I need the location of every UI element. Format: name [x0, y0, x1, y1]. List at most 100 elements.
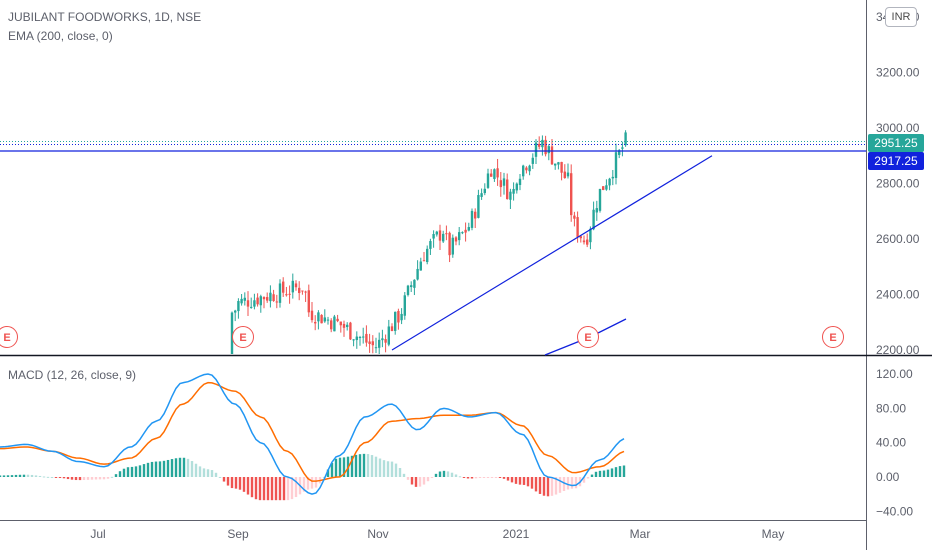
earnings-event-marker[interactable]: E	[577, 326, 599, 348]
candle-body	[406, 285, 410, 295]
histogram-bar	[178, 457, 182, 477]
histogram-bar	[506, 477, 510, 481]
ema-legend[interactable]: EMA (200, close, 0)	[8, 29, 113, 43]
candle-body	[294, 283, 298, 288]
histogram-bar	[254, 477, 258, 500]
histogram-bar	[534, 477, 538, 492]
histogram-bar	[38, 475, 42, 477]
candle-body	[349, 322, 352, 340]
price-axis[interactable]: 3400.003200.003000.002800.002600.002400.…	[876, 10, 920, 357]
histogram-bar	[114, 474, 118, 477]
histogram-bar	[0, 475, 2, 477]
candle-body	[464, 229, 467, 233]
price-pane[interactable]	[0, 130, 866, 356]
histogram-bar	[22, 474, 26, 477]
candle-body	[579, 236, 582, 239]
histogram-bar	[246, 477, 250, 495]
histogram-bar	[434, 473, 438, 477]
candle-body	[355, 336, 358, 341]
macd-pane[interactable]	[0, 373, 626, 501]
histogram-bar	[570, 477, 574, 489]
candle-body	[547, 146, 550, 154]
candle-body	[602, 186, 605, 190]
candle-body	[368, 341, 371, 344]
candle-body	[448, 232, 451, 256]
earnings-event-marker[interactable]: E	[232, 326, 254, 348]
candle-body	[390, 326, 394, 331]
histogram-bar	[566, 477, 570, 490]
histogram-bar	[294, 477, 298, 498]
candle-body	[432, 234, 435, 239]
histogram-bar	[102, 477, 106, 480]
candle-body	[573, 215, 576, 219]
histogram-bar	[66, 477, 70, 480]
candle-body	[550, 146, 554, 165]
histogram-bar	[562, 477, 566, 491]
candle-body	[259, 296, 262, 306]
histogram-bar	[186, 458, 190, 477]
histogram-bar	[234, 477, 238, 489]
histogram-bar	[94, 477, 98, 480]
candle-body	[262, 297, 266, 300]
candle-body	[410, 285, 413, 288]
histogram-bar	[30, 474, 34, 477]
candle-body	[538, 143, 541, 147]
candle-body	[486, 173, 490, 188]
histogram-bar	[466, 477, 470, 479]
candle-body	[467, 227, 470, 231]
candle-body	[362, 336, 365, 338]
histogram-bar	[270, 477, 274, 501]
macd-axis-label: 80.00	[876, 401, 906, 415]
symbol-legend[interactable]: JUBILANT FOODWORKS, 1D, NSE	[8, 10, 202, 24]
histogram-bar	[42, 476, 46, 478]
candle-body	[397, 310, 400, 323]
histogram-bar	[606, 469, 610, 477]
histogram-bar	[422, 477, 426, 485]
candle-body	[509, 191, 512, 200]
histogram-bar	[278, 477, 282, 501]
candle-body	[493, 169, 496, 179]
earnings-event-marker[interactable]: E	[0, 326, 18, 348]
candle-body	[618, 150, 621, 155]
histogram-bar	[494, 477, 498, 478]
price-axis-label: 3000.00	[876, 121, 920, 135]
time-axis[interactable]: Jul Sep Nov 2021 Mar May	[90, 527, 784, 541]
macd-legend[interactable]: MACD (12, 26, close, 9)	[8, 368, 137, 382]
histogram-bar	[226, 477, 230, 486]
histogram-bar	[402, 473, 406, 477]
candle-body	[326, 319, 330, 321]
histogram-bar	[50, 476, 54, 478]
candle-body	[554, 163, 557, 166]
histogram-bar	[322, 476, 326, 478]
candle-body	[374, 347, 378, 349]
earnings-event-marker[interactable]: E	[822, 326, 844, 348]
histogram-bar	[530, 477, 534, 489]
histogram-bar	[342, 457, 346, 477]
histogram-bar	[118, 471, 122, 477]
candle-body	[400, 313, 403, 321]
histogram-bar	[378, 458, 382, 477]
trendline-drawing[interactable]	[391, 155, 713, 351]
candle-body	[506, 179, 509, 200]
time-axis-label: Nov	[367, 527, 388, 541]
macd-axis-label: −40.00	[876, 504, 913, 518]
histogram-bar	[154, 461, 158, 477]
histogram-bar	[430, 477, 434, 478]
candle-body	[474, 211, 477, 219]
histogram-bar	[386, 461, 390, 477]
candle-body	[454, 237, 458, 242]
candle-body	[253, 300, 256, 307]
candle-body	[458, 232, 461, 241]
candle-body	[352, 339, 355, 341]
histogram-bar	[142, 464, 146, 477]
candle-body	[394, 311, 397, 331]
histogram-bar	[46, 476, 50, 478]
histogram-bar	[498, 477, 502, 478]
histogram-bar	[358, 454, 362, 477]
currency-button[interactable]: INR	[885, 7, 917, 27]
histogram-bar	[302, 477, 306, 492]
histogram-bar	[554, 477, 558, 495]
candle-body	[416, 268, 419, 280]
macd-axis[interactable]: 120.00 80.00 40.00 0.00 −40.00	[876, 367, 913, 518]
